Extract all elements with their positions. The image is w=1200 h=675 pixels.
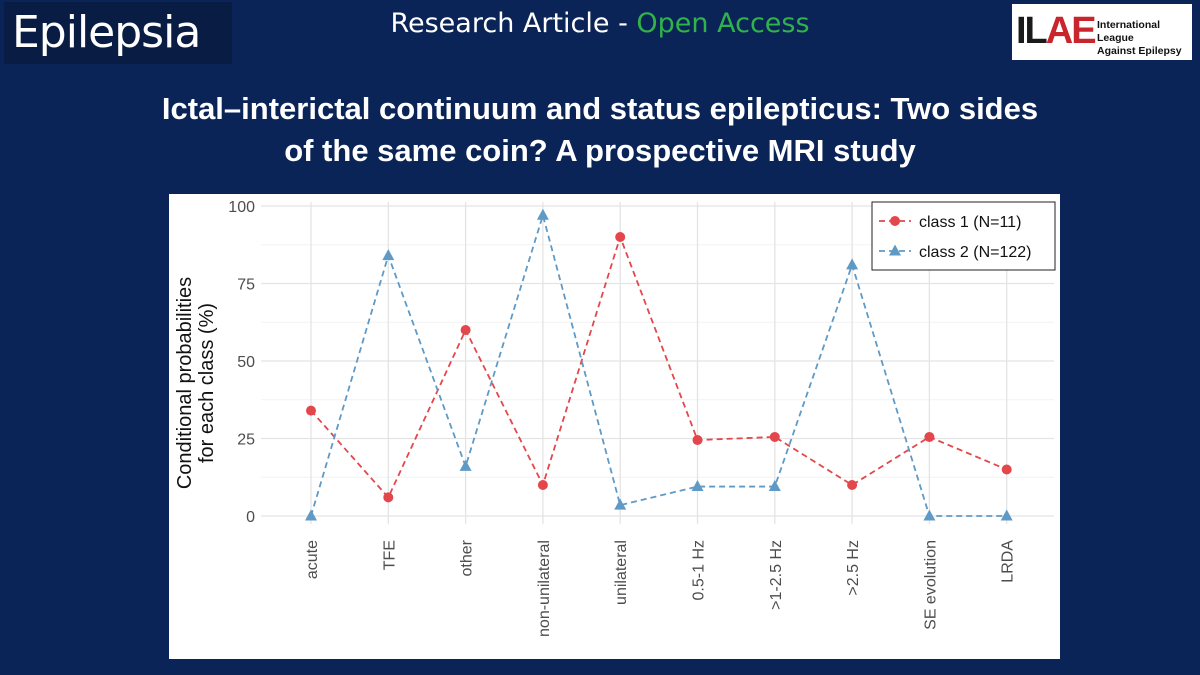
data-point-class2 [846,258,859,270]
data-point-class2 [536,208,549,220]
journal-logo: Epilepsia [4,2,232,64]
data-point-class1 [692,435,703,446]
open-access-label: Open Access [636,8,810,39]
data-point-class2 [1000,509,1013,521]
y-axis-label-line1: Conditional probabilities [174,277,196,489]
data-point-class1 [847,480,858,490]
legend-label-1: class 1 (N=11) [919,214,1021,231]
article-title-line1: Ictal–interictal continuum and status ep… [161,91,1039,126]
ilae-org-name-line2: Against Epilepsy [1097,45,1182,57]
ilae-logo-mark: ILAE [1016,10,1097,52]
ilae-org-name: International League Against Epilepsy [1097,19,1192,58]
line-chart: 0 25 50 75 100 acute TFE other non-unilateral un… [174,199,1056,637]
x-tick-label: 0.5-1 Hz [691,540,708,600]
x-tick-label: other [459,539,476,576]
series-line-1 [310,234,1008,500]
ilae-logo: ILAE International League Against Epilep… [1012,4,1192,60]
x-tick-label: non-unilateral [536,540,553,637]
chart-series [305,208,1013,521]
data-point-class1 [537,480,548,490]
x-tick-label: SE evolution [922,540,939,630]
legend-marker-class1 [890,216,900,226]
data-point-class1 [460,325,471,335]
y-tick-label: 100 [228,199,255,216]
x-tick-label: acute [304,540,321,579]
series-line-2 [310,212,1007,517]
x-tick-label: >2.5 Hz [845,540,862,596]
chart-legend: class 1 (N=11) class 2 (N=122) [871,201,1056,271]
y-axis-label-line2: for each class (%) [196,303,218,463]
journal-logo-text: Epilepsia [12,7,201,58]
article-type-label: Research Article - [390,8,637,39]
legend-label-2: class 2 (N=122) [919,244,1032,261]
y-tick-label: 75 [237,277,255,294]
data-point-class1 [383,492,394,503]
y-tick-label: 50 [237,354,255,371]
article-type-header: Research Article - Open Access [0,8,1200,39]
chart-panel: 0 25 50 75 100 acute TFE other non-unilateral un… [169,194,1060,659]
data-point-class1 [306,405,316,416]
data-point-class1 [769,431,780,442]
x-axis-ticks: acute TFE other non-unilateral unilateral 0.5… [304,539,1017,637]
data-point-class1 [924,431,935,442]
y-tick-label: 0 [246,509,255,526]
data-point-class1 [1001,464,1012,475]
data-point-class2 [382,249,395,261]
legend-box [871,201,1056,271]
data-point-class2 [305,509,317,521]
data-point-class2 [923,509,936,521]
y-tick-label: 25 [237,432,255,449]
x-tick-label: >1-2.5 Hz [768,540,785,610]
data-point-class2 [691,480,704,492]
legend-marker-class2 [889,244,901,256]
y-axis-ticks: 0 25 50 75 100 [228,199,255,526]
article-title: Ictal–interictal continuum and status ep… [40,88,1160,172]
x-tick-label: TFE [381,540,398,570]
x-tick-label: LRDA [1000,540,1017,583]
data-point-class1 [615,232,626,242]
x-tick-label: unilateral [613,540,630,605]
article-title-line2: of the same coin? A prospective MRI stud… [284,133,916,168]
ilae-org-name-line1: International League [1097,19,1161,44]
data-point-class2 [459,459,472,471]
data-point-class2 [768,480,781,492]
chart-grid [261,202,1054,524]
data-point-class2 [614,498,627,510]
